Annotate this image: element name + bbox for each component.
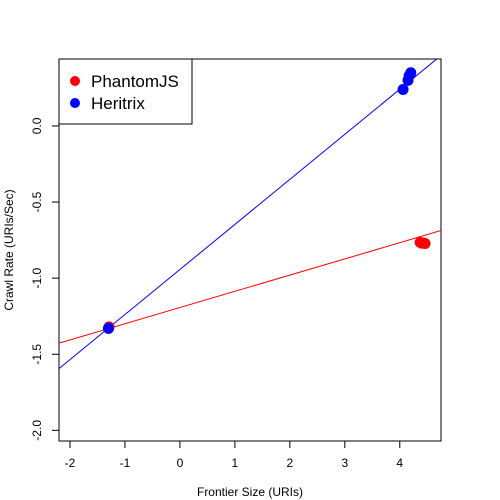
x-tick-label: 3 [341,456,348,470]
plot-frame [58,58,442,442]
data-point-heritrix [397,83,409,95]
x-tick-label: 1 [232,456,239,470]
legend-label-heritrix: Heritrix [91,94,145,113]
x-tick-label: -1 [120,456,131,470]
x-axis: -2 -1 0 1 2 3 4 [65,441,403,470]
legend-marker-heritrix [70,98,80,108]
legend-box [58,58,193,125]
y-tick-label: -0.5 [30,191,44,212]
x-tick-label: -2 [65,456,76,470]
y-axis: -2.0 -1.5 -1.0 -0.5 0.0 [30,117,59,441]
y-tick-label: 0.0 [30,117,44,134]
fit-lines [59,59,441,369]
x-tick-label: 2 [287,456,294,470]
fit-line-phantomjs [59,230,441,344]
data-point-phantomjs [419,237,431,249]
y-axis-label: Crawl Rate (URIs/Sec) [2,189,16,310]
fit-line-heritrix [59,59,438,369]
x-axis-label: Frontier Size (URIs) [197,485,303,499]
legend-marker-phantomjs [70,76,80,86]
data-point-heritrix [102,322,114,334]
y-tick-label: -2.0 [30,420,44,441]
legend-label-phantomjs: PhantomJS [91,72,179,91]
y-tick-label: -1.5 [30,344,44,365]
x-tick-label: 0 [177,456,184,470]
legend: PhantomJS Heritrix [58,58,193,125]
data-point-heritrix [405,67,417,79]
y-tick-label: -1.0 [30,267,44,288]
data-points [102,67,431,334]
x-tick-label: 4 [396,456,403,470]
